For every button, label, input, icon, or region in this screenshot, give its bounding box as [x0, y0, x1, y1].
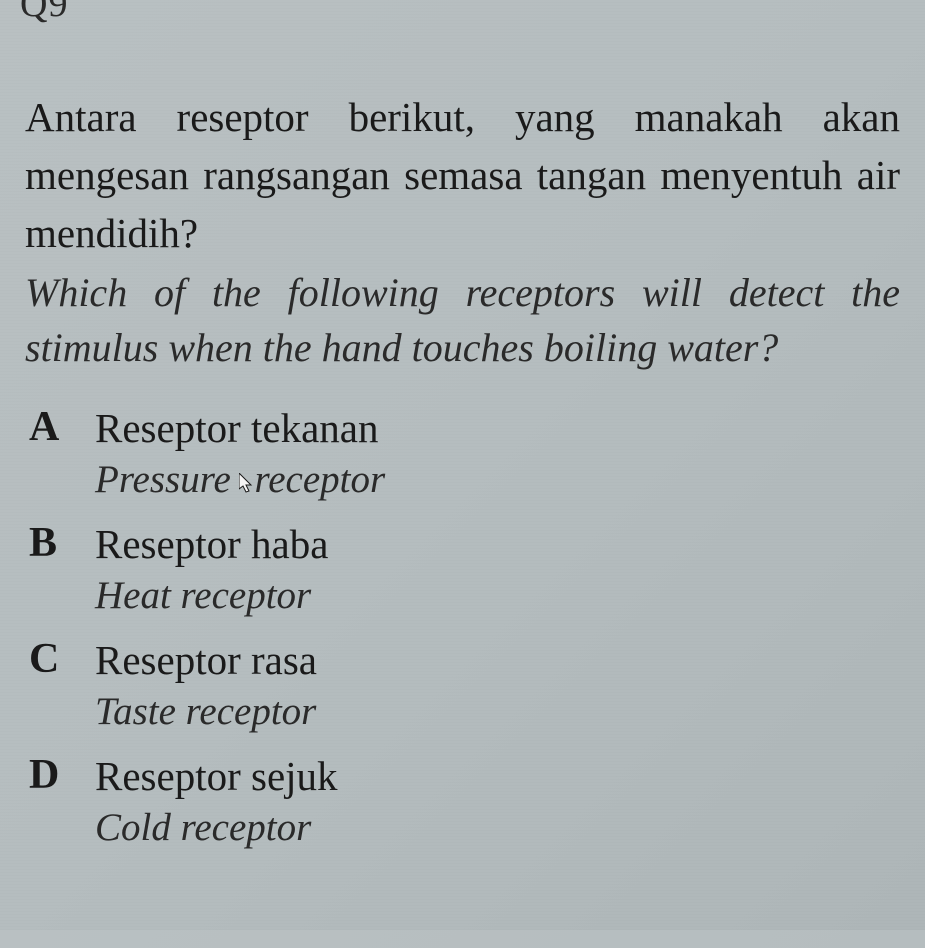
option-english-post: receptor [255, 458, 386, 501]
option-text: Reseptor rasa Taste receptor [95, 635, 900, 737]
option-a: A Reseptor tekanan Pressure receptor [25, 403, 900, 505]
question-text-english: Which of the following receptors will de… [25, 265, 900, 375]
option-english-pre: Pressure [95, 458, 241, 501]
question-number: Q9 [20, 0, 900, 26]
cursor-icon [239, 471, 257, 495]
option-letter: A [25, 403, 95, 451]
option-b: B Reseptor haba Heat receptor [25, 519, 900, 621]
option-malay: Reseptor tekanan [95, 403, 900, 454]
option-malay: Reseptor haba [95, 519, 900, 570]
option-malay: Reseptor rasa [95, 635, 900, 686]
option-text: Reseptor haba Heat receptor [95, 519, 900, 621]
option-english: Taste receptor [95, 688, 900, 737]
option-c: C Reseptor rasa Taste receptor [25, 635, 900, 737]
option-english: Pressure receptor [95, 456, 900, 505]
option-text: Reseptor tekanan Pressure receptor [95, 403, 900, 505]
option-text: Reseptor sejuk Cold receptor [95, 751, 900, 853]
option-letter: C [25, 635, 95, 683]
question-text-malay: Antara reseptor berikut, yang manakah ak… [25, 88, 900, 263]
option-letter: D [25, 751, 95, 799]
option-english: Heat receptor [95, 572, 900, 621]
option-letter: B [25, 519, 95, 567]
option-d: D Reseptor sejuk Cold receptor [25, 751, 900, 853]
options-list: A Reseptor tekanan Pressure receptor B R… [25, 403, 900, 853]
option-english: Cold receptor [95, 804, 900, 853]
option-malay: Reseptor sejuk [95, 751, 900, 802]
question-block: Antara reseptor berikut, yang manakah ak… [25, 88, 900, 375]
